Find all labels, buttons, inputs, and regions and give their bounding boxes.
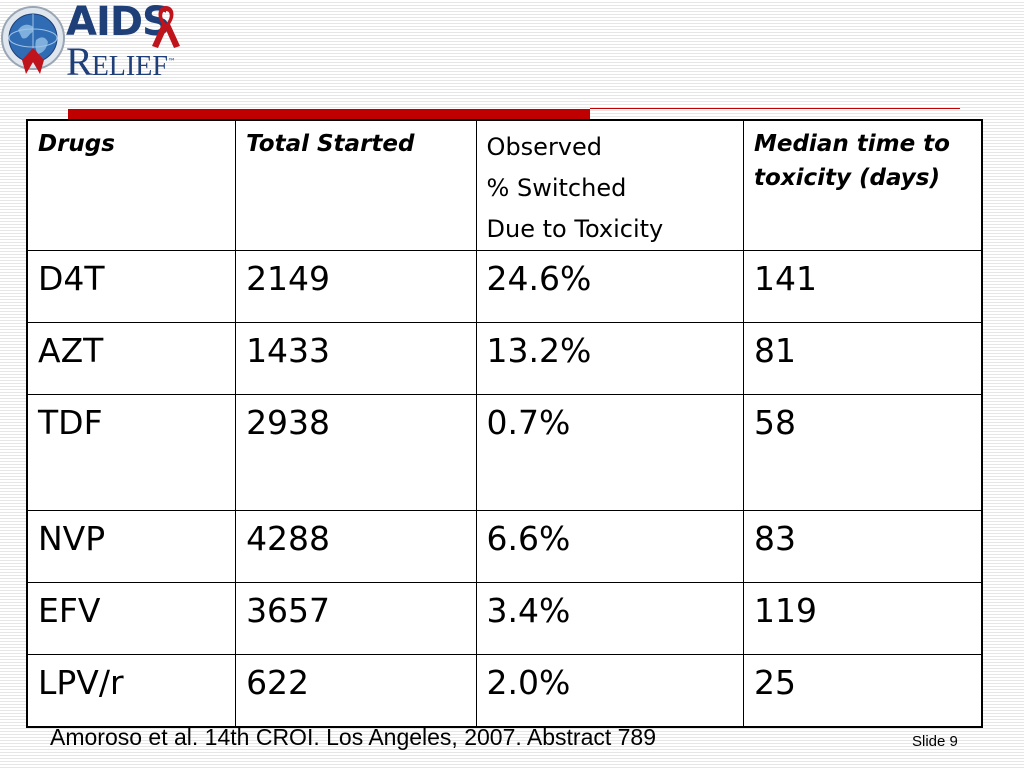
cell-switched: 6.6% [475, 510, 744, 583]
brand-aids: AIDS [66, 0, 171, 45]
cell-drug: AZT [26, 322, 237, 395]
table-row: D4T 2149 24.6% 141 [26, 250, 983, 323]
cell-drug: TDF [26, 394, 237, 511]
cell-drug: D4T [26, 250, 237, 323]
header-observed: Observed % Switched Due to Toxicity [475, 119, 744, 251]
cell-drug: NVP [26, 510, 237, 583]
cell-drug: LPV/r [26, 654, 237, 727]
cell-total: 2149 [235, 250, 477, 323]
table-row: EFV 3657 3.4% 119 [26, 582, 983, 655]
cell-switched: 3.4% [475, 582, 744, 655]
table-row: AZT 1433 13.2% 81 [26, 322, 983, 395]
header-total-started: Total Started [235, 119, 477, 251]
red-ribbon-icon [152, 6, 180, 48]
table-row: LPV/r 622 2.0% 25 [26, 654, 983, 727]
cell-total: 622 [235, 654, 477, 727]
citation-text: Amoroso et al. 14th CROI. Los Angeles, 2… [50, 724, 657, 750]
globe-seal-icon [1, 6, 65, 74]
cell-median: 83 [742, 510, 983, 583]
cell-median: 58 [742, 394, 983, 511]
title-accent-line [590, 108, 960, 109]
cell-total: 3657 [235, 582, 477, 655]
header-observed-line3: Due to Toxicity [486, 215, 664, 243]
cell-total: 4288 [235, 510, 477, 583]
cell-total: 1433 [235, 322, 477, 395]
cell-drug: EFV [26, 582, 237, 655]
slide-number: Slide 9 [912, 733, 958, 750]
cell-median: 141 [742, 250, 983, 323]
header-observed-line2: % Switched [486, 174, 627, 202]
cell-switched: 0.7% [475, 394, 744, 511]
table-row: TDF 2938 0.7% 58 [26, 394, 983, 511]
cell-total: 2938 [235, 394, 477, 511]
cell-switched: 13.2% [475, 322, 744, 395]
brand-relief-r: R [66, 39, 93, 84]
cell-switched: 2.0% [475, 654, 744, 727]
cell-switched: 24.6% [475, 250, 744, 323]
brand-relief-rest: ELIEF [91, 51, 168, 82]
aidsrelief-logo: AIDSRELIEF™ [0, 0, 290, 82]
table-header-row: Drugs Total Started Observed % Switched … [26, 119, 983, 251]
header-median-time: Median time to toxicity (days) [742, 119, 983, 251]
cell-median: 25 [742, 654, 983, 727]
cell-median: 81 [742, 322, 983, 395]
header-drugs: Drugs [26, 119, 237, 251]
table-row: NVP 4288 6.6% 83 [26, 510, 983, 583]
cell-median: 119 [742, 582, 983, 655]
header-observed-line1: Observed [486, 133, 603, 161]
trademark-symbol: ™ [167, 57, 176, 66]
toxicity-table: Drugs Total Started Observed % Switched … [26, 119, 983, 728]
brand-wordmark: AIDSRELIEF™ [66, 2, 290, 87]
